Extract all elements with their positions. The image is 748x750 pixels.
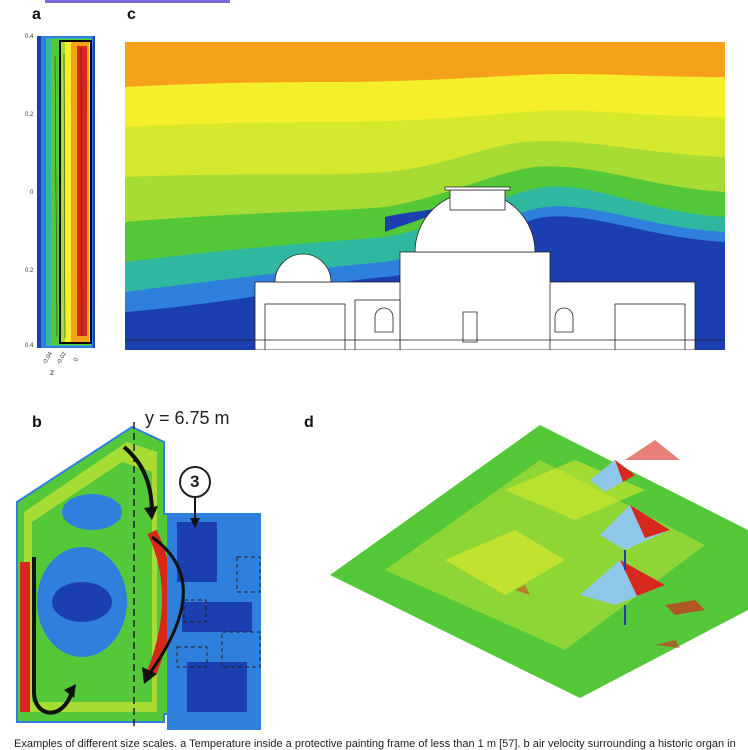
- y-tick: 0.2: [25, 112, 34, 118]
- z-tick: -0.04: [42, 351, 55, 366]
- z-tick: -0.02: [56, 351, 69, 366]
- y-tick: 0: [30, 190, 34, 196]
- z-axis-label: z: [50, 368, 54, 377]
- building-airflow-plot: [125, 42, 725, 350]
- z-tick: 0: [73, 357, 80, 363]
- figure-caption: Examples of different size scales. a Tem…: [14, 738, 736, 750]
- panel-a-letter: a: [32, 6, 41, 23]
- panel-a-figure: 0.4 0.2 0 0.2 0.4 -0.04 -0.02 0 z: [20, 30, 95, 380]
- terrain-3d-plot: [330, 425, 748, 698]
- y-tick: 0.4: [25, 343, 34, 349]
- caption-link-underline[interactable]: [45, 0, 230, 3]
- panel-c-letter: c: [127, 6, 136, 23]
- panel-b-letter: b: [32, 414, 42, 431]
- y-tick: 0.2: [25, 268, 34, 274]
- y-tick: 0.4: [25, 34, 34, 40]
- organ-air-velocity-plot: [16, 422, 261, 730]
- room-marker-number: 3: [190, 472, 200, 491]
- section-position-label: y = 6.75 m: [145, 408, 230, 428]
- frame-temperature-plot: [37, 36, 95, 348]
- panel-d-letter: d: [304, 414, 314, 431]
